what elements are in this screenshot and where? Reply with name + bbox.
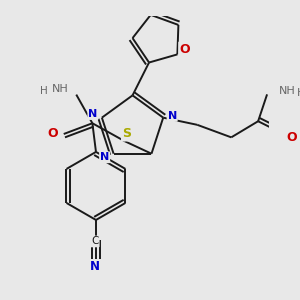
Text: N: N bbox=[167, 111, 177, 121]
Text: H: H bbox=[40, 86, 48, 96]
Text: O: O bbox=[179, 43, 190, 56]
Text: C: C bbox=[92, 236, 99, 247]
Text: H: H bbox=[297, 88, 300, 98]
Text: NH: NH bbox=[52, 84, 68, 94]
Text: O: O bbox=[287, 131, 298, 144]
Text: N: N bbox=[100, 152, 109, 162]
Text: N: N bbox=[90, 260, 100, 273]
Text: O: O bbox=[48, 128, 58, 140]
Text: N: N bbox=[88, 109, 98, 119]
Text: S: S bbox=[122, 128, 131, 140]
Text: NH: NH bbox=[278, 86, 295, 96]
